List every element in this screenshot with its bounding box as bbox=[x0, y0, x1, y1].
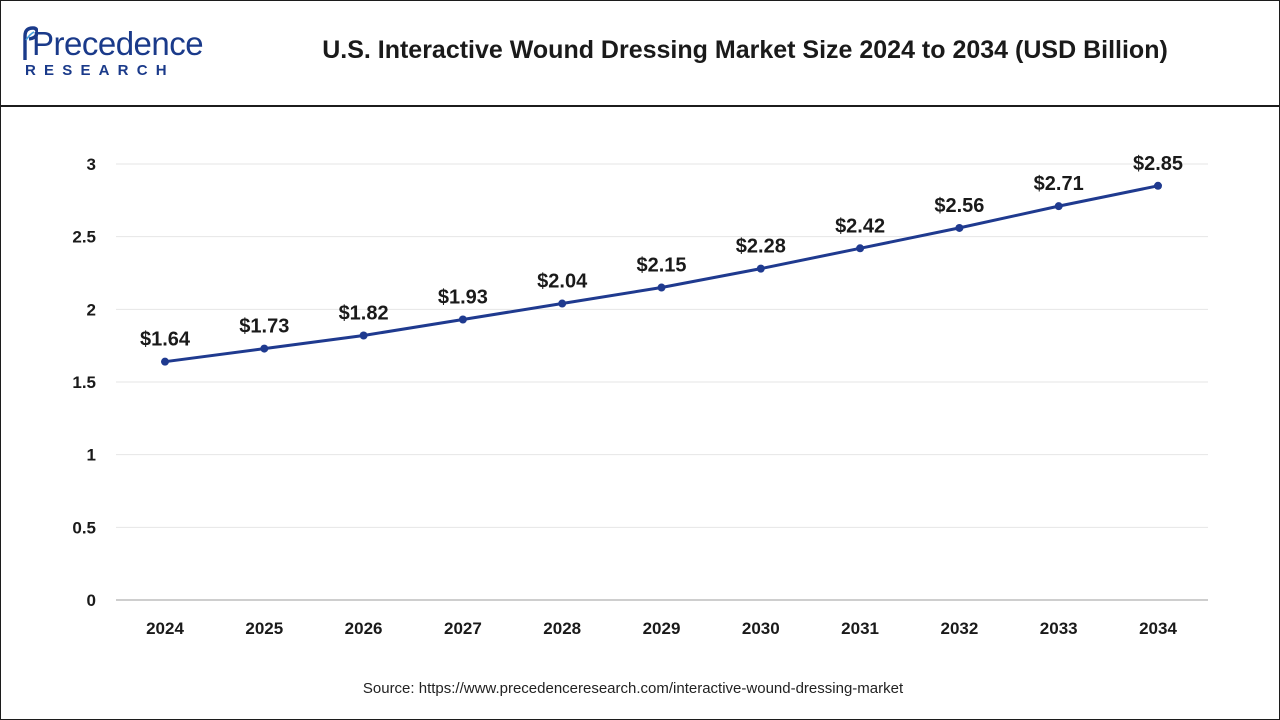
line-chart: 00.511.522.53 2024 2025 2026 2027 2028 2029 20… bbox=[72, 153, 1208, 638]
x-tick-label: 2030 bbox=[742, 619, 780, 638]
x-tick-label: 2025 bbox=[245, 619, 283, 638]
y-tick-label: 3 bbox=[87, 155, 96, 174]
logo-tagline: RESEARCH bbox=[25, 62, 175, 79]
x-tick-label: 2033 bbox=[1040, 619, 1078, 638]
y-tick-label: 1.5 bbox=[72, 373, 96, 392]
page-title: U.S. Interactive Wound Dressing Market S… bbox=[322, 36, 1168, 64]
y-tick-label: 1 bbox=[87, 446, 96, 465]
data-label: $2.04 bbox=[537, 271, 588, 293]
data-point bbox=[1154, 181, 1162, 190]
y-tick-label: 0 bbox=[87, 591, 96, 610]
data-label: $1.93 bbox=[438, 287, 488, 309]
data-label: $1.64 bbox=[140, 329, 191, 351]
y-tick-label: 2.5 bbox=[72, 228, 96, 247]
x-tick-label: 2034 bbox=[1139, 619, 1177, 638]
data-label: $2.42 bbox=[835, 215, 885, 237]
x-tick-label: 2031 bbox=[841, 619, 879, 638]
data-labels: $1.64 $1.73 $1.82 $1.93 $2.04 $2.15 $2.28 $2.42… bbox=[140, 153, 1183, 351]
gridlines bbox=[116, 163, 1208, 528]
data-point bbox=[955, 223, 964, 232]
x-tick-label: 2026 bbox=[345, 619, 383, 638]
data-label: $2.71 bbox=[1034, 173, 1084, 195]
data-point bbox=[856, 244, 865, 253]
x-tick-label: 2028 bbox=[543, 619, 581, 638]
source-note: Source: https://www.precedenceresearch.c… bbox=[0, 680, 1266, 697]
x-tick-label: 2032 bbox=[940, 619, 978, 638]
precedence-research-logo[interactable]: Precedence RESEARCH bbox=[22, 25, 222, 86]
y-tick-label: 2 bbox=[87, 300, 96, 319]
x-tick-label: 2027 bbox=[444, 619, 482, 638]
data-point bbox=[359, 331, 368, 340]
header: Precedence RESEARCH U.S. Interactive Wou… bbox=[0, 0, 1280, 107]
logo-wordmark: Precedence bbox=[32, 25, 204, 62]
data-point bbox=[1054, 202, 1063, 211]
logo-leaf-icon bbox=[23, 26, 38, 60]
x-tick-label: 2024 bbox=[146, 619, 184, 638]
data-label: $1.82 bbox=[339, 302, 389, 324]
source-link[interactable]: https://www.precedenceresearch.com/inter… bbox=[418, 680, 904, 697]
series-market-size bbox=[161, 181, 1162, 366]
y-tick-label: 0.5 bbox=[72, 518, 96, 537]
source-prefix: Source: bbox=[362, 680, 419, 697]
data-label: $2.15 bbox=[636, 255, 686, 277]
data-label: $1.73 bbox=[239, 316, 289, 338]
x-axis-ticks: 2024 2025 2026 2027 2028 2029 2030 2031 2032 2033… bbox=[146, 619, 1177, 638]
y-axis-ticks: 0 0.5 1 1.5 2 2.5 3 bbox=[72, 155, 96, 610]
data-label: $2.56 bbox=[934, 195, 984, 217]
data-label: $2.28 bbox=[736, 236, 786, 258]
data-label: $2.85 bbox=[1133, 153, 1183, 175]
x-tick-label: 2029 bbox=[643, 619, 681, 638]
data-point bbox=[161, 357, 169, 366]
data-point bbox=[756, 264, 765, 273]
data-point bbox=[558, 299, 567, 308]
data-point bbox=[657, 283, 666, 292]
data-point bbox=[458, 315, 467, 324]
data-point bbox=[260, 344, 269, 353]
